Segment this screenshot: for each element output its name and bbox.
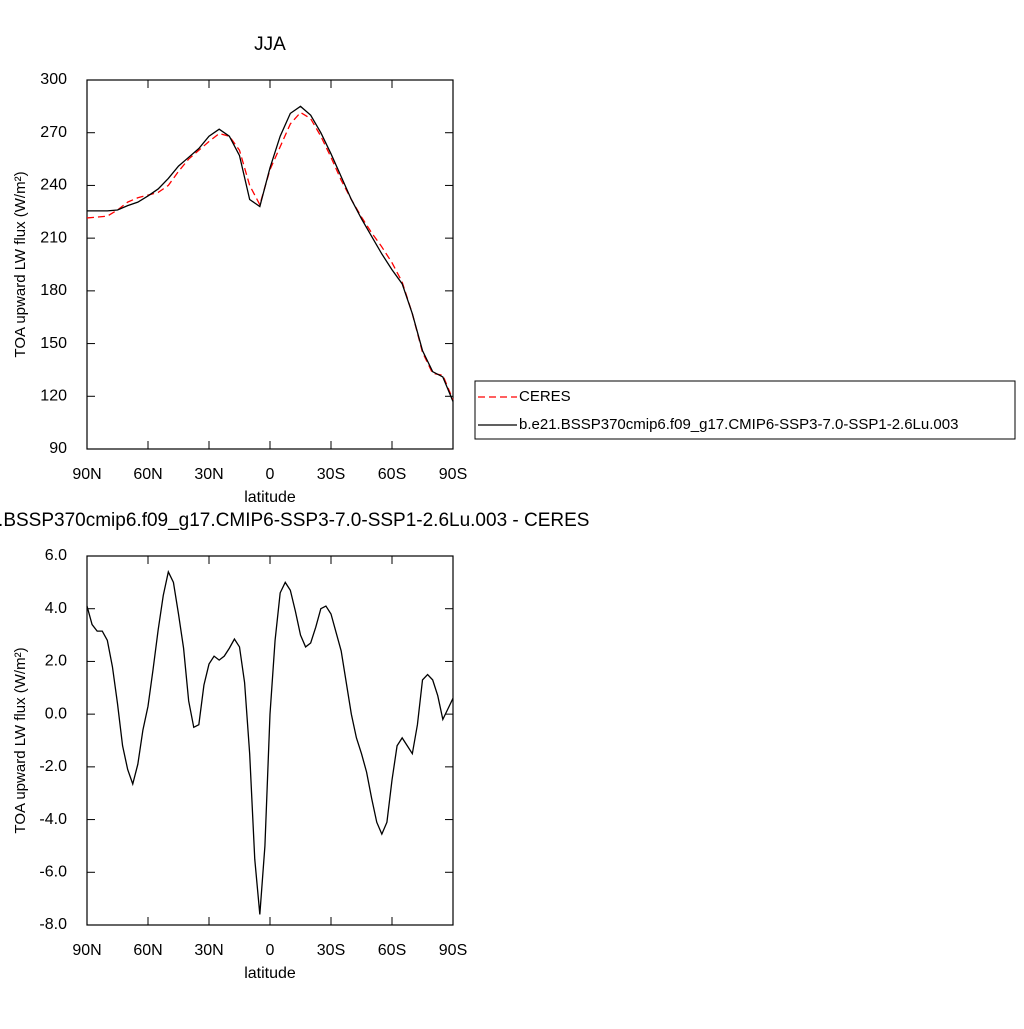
y-tick-label: -6.0 (39, 864, 67, 881)
y-tick-label: 120 (40, 388, 67, 405)
y-tick-label: 210 (40, 229, 67, 246)
x-tick-label: 90N (72, 466, 101, 483)
x-tick-label: 30S (317, 942, 345, 959)
x-tick-label: 60N (133, 466, 162, 483)
legend-label: CERES (519, 388, 571, 405)
x-tick-label: 30S (317, 466, 345, 483)
y-tick-label: 270 (40, 124, 67, 141)
legend-label: b.e21.BSSP370cmip6.f09_g17.CMIP6-SSP3-7.… (519, 416, 958, 433)
x-tick-label: 60N (133, 942, 162, 959)
y-tick-label: 150 (40, 335, 67, 352)
x-tick-label: 0 (266, 466, 275, 483)
y-tick-label: 240 (40, 177, 67, 194)
legend-box (474, 380, 1016, 440)
x-tick-label: 90N (72, 942, 101, 959)
y-tick-label: 90 (49, 440, 67, 457)
chart-title: JJA (254, 34, 286, 55)
x-tick-label: 0 (266, 942, 275, 959)
x-tick-label: 60S (378, 942, 406, 959)
y-tick-label: -2.0 (39, 758, 67, 775)
data-line (86, 111, 454, 401)
y-tick-label: -4.0 (39, 811, 67, 828)
x-tick-label: 30N (194, 466, 223, 483)
y-tick-label: -8.0 (39, 916, 67, 933)
y-tick-label: 4.0 (45, 600, 67, 617)
x-axis-label: latitude (244, 489, 296, 506)
data-line (86, 569, 454, 915)
x-tick-label: 30N (194, 942, 223, 959)
plot-frame (86, 79, 454, 450)
y-axis-label: TOA upward LW flux (W/m²) (12, 647, 29, 833)
y-tick-label: 300 (40, 71, 67, 88)
y-axis-label: TOA upward LW flux (W/m²) (12, 171, 29, 357)
data-line (87, 105, 454, 402)
x-tick-label: 90S (439, 466, 467, 483)
y-tick-label: 0.0 (45, 705, 67, 722)
y-tick-label: 2.0 (45, 653, 67, 670)
y-tick-label: 180 (40, 282, 67, 299)
x-tick-label: 60S (378, 466, 406, 483)
x-axis-label: latitude (244, 965, 296, 982)
chart-title: b.e21.BSSP370cmip6.f09_g17.CMIP6-SSP3-7.… (0, 510, 589, 531)
y-tick-label: 6.0 (45, 547, 67, 564)
x-tick-label: 90S (439, 942, 467, 959)
